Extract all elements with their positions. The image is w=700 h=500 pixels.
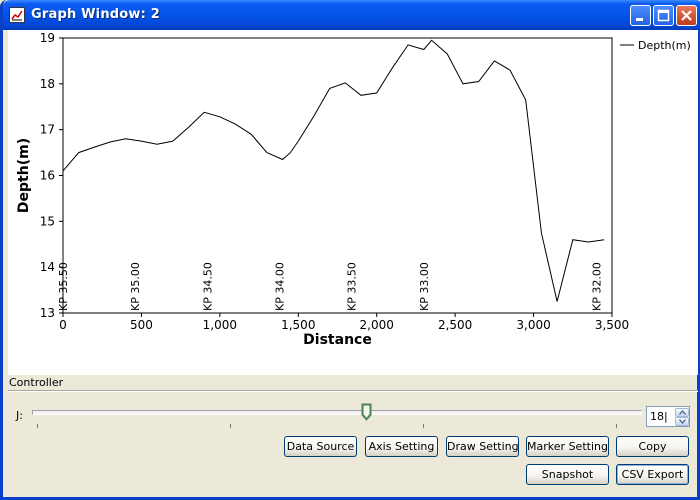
maximize-icon <box>657 9 670 22</box>
kp-annotation: KP 33.00 <box>418 262 431 311</box>
y-axis-label: Depth(m) <box>16 138 32 213</box>
marker-setting-button[interactable]: Marker Setting <box>526 436 609 457</box>
draw-setting-button[interactable]: Draw Setting <box>446 436 519 457</box>
spin-up-button[interactable] <box>675 408 689 417</box>
title-bar[interactable]: Graph Window: 2 <box>3 0 700 30</box>
j-slider-track[interactable] <box>32 410 642 415</box>
y-tick-label: 13 <box>40 306 55 320</box>
controller-section-label: Controller <box>9 376 64 389</box>
y-tick-label: 17 <box>40 123 55 137</box>
chart-area: 13 14 15 16 17 18 19 0 500 1,000 1,500 2,000 2,500 3,… <box>8 30 698 375</box>
y-tick-label: 18 <box>40 77 55 91</box>
kp-annotation: KP 34.00 <box>274 262 287 311</box>
spin-down-button[interactable] <box>675 417 689 426</box>
depth-line-chart: 13 14 15 16 17 18 19 0 500 1,000 1,500 2,000 2,500 3,… <box>16 31 691 348</box>
x-tick-label: 2,500 <box>438 318 472 332</box>
chevron-down-icon <box>678 419 686 424</box>
y-tick-label: 14 <box>40 260 55 274</box>
minimize-icon <box>636 18 643 21</box>
controller-divider <box>8 390 698 392</box>
slider-tick <box>37 424 38 428</box>
y-tick-label: 16 <box>40 169 55 183</box>
maximize-button[interactable] <box>653 5 674 26</box>
axis-setting-button[interactable]: Axis Setting <box>365 436 438 457</box>
x-axis-label: Distance <box>303 332 372 348</box>
x-tick-label: 1,500 <box>281 318 315 332</box>
slider-label: J: <box>16 409 23 422</box>
x-tick-label: 3,500 <box>595 318 629 332</box>
x-tick-label: 3,000 <box>516 318 550 332</box>
kp-annotation: KP 33.50 <box>346 262 359 311</box>
series-line-depth <box>62 39 605 302</box>
x-tick-label: 2,000 <box>360 318 394 332</box>
slider-tick <box>230 424 231 428</box>
x-tick-label: 0 <box>59 318 67 332</box>
slider-tick <box>616 424 617 428</box>
app-graph-icon <box>9 7 25 23</box>
x-tick-label: 500 <box>130 318 153 332</box>
window-title: Graph Window: 2 <box>31 7 161 22</box>
spin-value[interactable]: 18| <box>650 410 668 423</box>
csv-export-button[interactable]: CSV Export <box>616 464 689 485</box>
j-spin-box[interactable]: 18| <box>646 406 690 427</box>
minimize-button[interactable] <box>630 5 651 26</box>
data-source-button[interactable]: Data Source <box>284 436 357 457</box>
y-tick-label: 19 <box>40 31 55 45</box>
copy-button[interactable]: Copy <box>616 436 689 457</box>
close-button[interactable] <box>676 5 697 26</box>
snapshot-button[interactable]: Snapshot <box>526 464 609 485</box>
legend-label: Depth(m) <box>638 39 691 52</box>
kp-annotation: KP 35.50 <box>57 262 70 311</box>
j-slider-thumb[interactable] <box>361 403 372 425</box>
kp-annotation: KP 34.50 <box>201 262 214 311</box>
plot-frame <box>62 37 613 314</box>
kp-annotation: KP 35.00 <box>129 262 142 311</box>
x-tick-label: 1,000 <box>203 318 237 332</box>
kp-annotation: KP 32.00 <box>590 262 603 311</box>
close-icon <box>681 10 692 21</box>
chevron-up-icon <box>678 410 686 415</box>
y-tick-label: 15 <box>40 214 55 228</box>
slider-tick <box>423 424 424 428</box>
